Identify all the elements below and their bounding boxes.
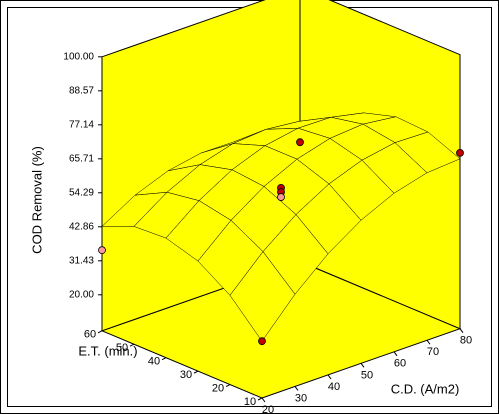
z-tick-label: 31.43 [69,255,94,266]
design-point [277,193,285,201]
x-tick [459,328,464,334]
x-tick [393,351,398,357]
x-tick-label: 50 [361,369,373,381]
y-tick-label: 50 [116,342,128,354]
z-tick-label: 42.86 [69,221,94,232]
y-tick [161,357,167,361]
x-tick [426,339,431,345]
x-tick-label: 80 [460,335,472,347]
y-tick-label: 10 [244,396,256,408]
design-point [296,138,304,147]
x-tick-label: 30 [295,392,307,404]
y-tick-label: 20 [212,382,224,394]
z-axis-title: COD Removal (%) [29,146,44,254]
y-axis-title: E.T. (min.) [78,343,137,358]
x-tick [327,374,332,380]
x-tick-label: 20 [262,404,274,414]
design-point [98,246,106,255]
y-tick [97,330,103,334]
x-tick [261,397,266,403]
z-tick-label: 88.57 [69,85,94,96]
x-tick [294,386,299,391]
y-tick-label: 60 [84,329,96,341]
z-tick-label: 100.00 [63,51,94,62]
z-tick-label: 77.14 [69,119,94,130]
design-point [456,148,464,157]
y-tick [225,384,231,388]
z-tick-label: 20.00 [69,289,94,300]
x-tick-label: 40 [328,381,340,393]
z-tick-label: 65.71 [69,153,94,164]
surface-cell [229,251,296,342]
x-tick-label: 70 [427,346,439,358]
x-axis-title: C.D. (A/m2) [391,381,460,396]
y-tick-label: 30 [180,369,192,381]
x-tick-label: 60 [394,358,406,370]
y-tick [193,370,199,374]
z-tick-label: 54.29 [69,187,94,198]
design-point [258,337,266,346]
y-tick [257,397,263,401]
x-tick [360,363,365,368]
y-tick-label: 40 [148,356,160,368]
y-tick [129,343,135,347]
